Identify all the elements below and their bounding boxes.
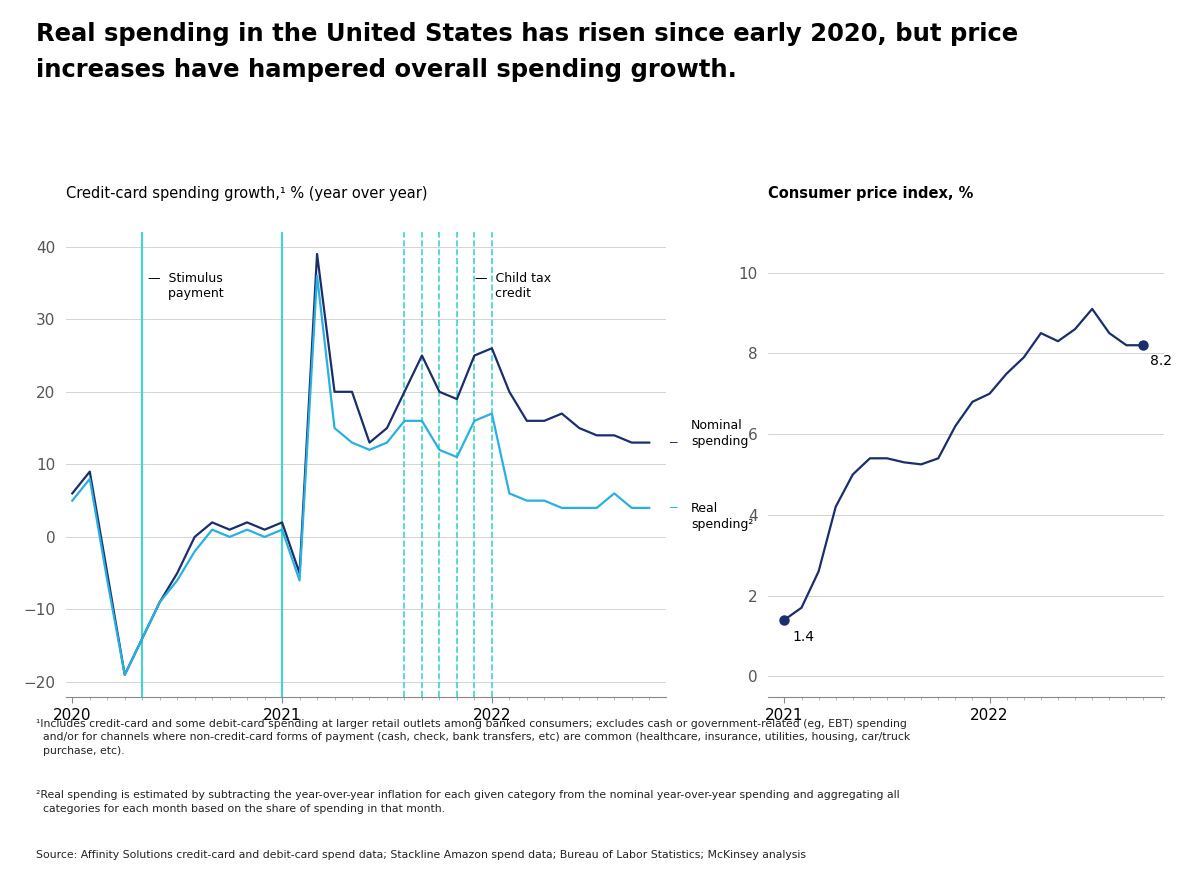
Text: Real
spending²: Real spending²: [691, 503, 754, 531]
Text: Credit-card spending growth,¹ % (year over year): Credit-card spending growth,¹ % (year ov…: [66, 186, 427, 201]
Text: 1.4: 1.4: [793, 630, 815, 644]
Text: —  Stimulus
     payment: — Stimulus payment: [148, 272, 223, 300]
Text: Consumer price index, %: Consumer price index, %: [768, 186, 973, 201]
Text: Real spending in the United States has risen since early 2020, but price: Real spending in the United States has r…: [36, 22, 1018, 46]
Text: 8.2: 8.2: [1151, 354, 1172, 368]
Text: ²Real spending is estimated by subtracting the year-over-year inflation for each: ²Real spending is estimated by subtracti…: [36, 790, 900, 814]
Text: —: —: [670, 436, 677, 449]
Text: increases have hampered overall spending growth.: increases have hampered overall spending…: [36, 58, 737, 82]
Text: ¹Includes credit-card and some debit-card spending at larger retail outlets amon: ¹Includes credit-card and some debit-car…: [36, 719, 911, 756]
Text: Nominal
spending: Nominal spending: [691, 419, 749, 448]
Text: —  Child tax
     credit: — Child tax credit: [475, 272, 551, 300]
Text: —: —: [670, 501, 677, 514]
Text: Source: Affinity Solutions credit-card and debit-card spend data; Stackline Amaz: Source: Affinity Solutions credit-card a…: [36, 850, 806, 860]
